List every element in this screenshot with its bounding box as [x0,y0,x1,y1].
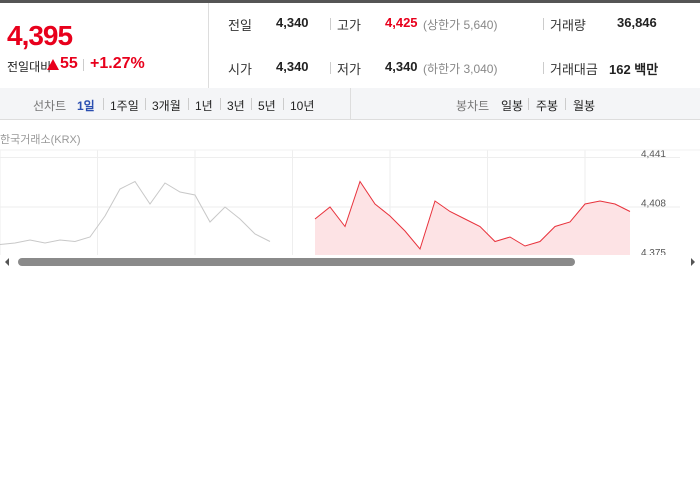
stat-label: 전일 [228,18,252,33]
stat-value: 162 백만 [609,62,659,77]
period-tab[interactable]: 1일 [77,99,95,113]
candle-tab[interactable]: 일봉 [501,99,524,113]
stat-label: 저가 [337,62,361,77]
change: 55 [60,55,78,72]
scroll-thumb[interactable] [18,258,575,266]
candle-tab[interactable]: 주봉 [536,99,559,113]
separator [330,18,331,30]
scroll-left[interactable] [5,258,9,266]
period-tab[interactable]: 1년 [195,99,213,113]
separator [330,62,331,74]
tab-group-label: 봉차트 [456,99,490,113]
tab-group-label: 선차트 [33,99,67,113]
scrollbar [5,258,695,266]
separator [283,98,284,110]
divider [350,88,351,119]
stat-value: 4,425 [385,15,418,30]
period-tab[interactable]: 5년 [258,99,276,113]
y-tick-label: 4,375 [641,248,666,255]
separator [188,98,189,110]
quote-box: 4,395 전일대비 55 +1.27% [0,3,209,88]
separator [528,98,529,110]
separator [220,98,221,110]
change-label: 전일대비 [7,60,52,74]
separator [83,59,84,71]
stat-label: 거래대금 [550,62,598,77]
y-tick-label: 4,441 [641,149,666,160]
period-tab[interactable]: 3개월 [152,99,181,113]
change-pct: +1.27% [90,55,145,72]
tab-bar: 선차트 1일 1주일 3개월 1년 3년 5년 10년 봉차트 일봉 주봉 월봉 [0,88,700,120]
stat-value: 36,846 [617,15,657,30]
top-border [0,0,700,3]
chart: 4,441 4,408 4,375 [0,149,700,255]
period-tab[interactable]: 3년 [227,99,245,113]
separator [543,18,544,30]
stat-note: (상한가 5,640) [423,18,498,32]
stat-value: 4,340 [385,59,418,74]
period-tab[interactable]: 1주일 [110,99,139,113]
period-tab[interactable]: 10년 [290,99,315,113]
separator [565,98,566,110]
stat-value: 4,340 [276,15,309,30]
stat-label: 시가 [228,62,252,77]
source: 한국거래소(KRX) [0,134,81,146]
area [315,181,630,255]
price: 4,395 [7,20,73,51]
separator [103,98,104,110]
stat-note: (하한가 3,040) [423,62,498,76]
stat-label: 거래량 [550,18,586,33]
scroll-right[interactable] [691,258,695,266]
line [314,180,631,251]
separator [543,62,544,74]
up-icon [47,59,59,70]
candle-tab[interactable]: 월봉 [573,99,596,113]
separator [145,98,146,110]
line [0,180,271,245]
y-tick-label: 4,408 [641,199,666,210]
stat-value: 4,340 [276,59,309,74]
stats: 전일 4,340 고가 4,425 (상한가 5,640) 거래량 36,846 시가 4,34… [209,3,700,89]
stat-label: 고가 [337,18,361,33]
separator [251,98,252,110]
